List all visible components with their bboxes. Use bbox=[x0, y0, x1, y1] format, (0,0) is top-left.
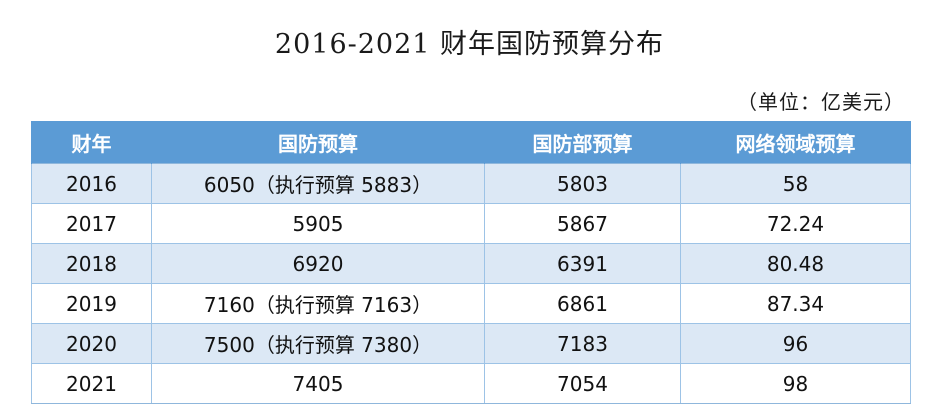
page-title: 2016-2021 财年国防预算分布 bbox=[274, 29, 665, 60]
cell-fiscal-year: 2021 bbox=[31, 363, 152, 404]
cell-dod-budget: 7054 bbox=[484, 363, 681, 404]
cell-dod-budget: 6861 bbox=[484, 283, 681, 324]
cell-dod-budget: 7183 bbox=[484, 323, 681, 364]
header-cyber-budget: 网络领域预算 bbox=[680, 121, 911, 164]
table-row: 2016 6050（执行预算 5883） 5803 58 bbox=[31, 163, 911, 204]
cell-national-defense-budget: 5905 bbox=[151, 203, 485, 244]
cell-dod-budget: 5803 bbox=[484, 163, 681, 204]
cell-fiscal-year: 2017 bbox=[31, 203, 152, 244]
table-row: 2020 7500（执行预算 7380） 7183 96 bbox=[31, 323, 911, 364]
table-row: 2017 5905 5867 72.24 bbox=[31, 203, 911, 244]
cell-fiscal-year: 2020 bbox=[31, 323, 152, 364]
table-row: 2018 6920 6391 80.48 bbox=[31, 243, 911, 284]
cell-national-defense-budget: 7405 bbox=[151, 363, 485, 404]
cell-national-defense-budget: 6920 bbox=[151, 243, 485, 284]
cell-cyber-budget: 98 bbox=[680, 363, 911, 404]
cell-national-defense-budget: 7500（执行预算 7380） bbox=[151, 323, 485, 364]
cell-national-defense-budget: 6050（执行预算 5883） bbox=[151, 163, 485, 204]
header-fiscal-year: 财年 bbox=[31, 121, 152, 164]
header-dod-budget: 国防部预算 bbox=[484, 121, 681, 164]
table-header-row: 财年 国防预算 国防部预算 网络领域预算 bbox=[31, 121, 911, 164]
cell-fiscal-year: 2018 bbox=[31, 243, 152, 284]
cell-dod-budget: 5867 bbox=[484, 203, 681, 244]
table-row: 2019 7160（执行预算 7163） 6861 87.34 bbox=[31, 283, 911, 324]
unit-note: （单位：亿美元） bbox=[737, 90, 905, 114]
cell-cyber-budget: 87.34 bbox=[680, 283, 911, 324]
cell-dod-budget: 6391 bbox=[484, 243, 681, 284]
cell-fiscal-year: 2016 bbox=[31, 163, 152, 204]
cell-national-defense-budget: 7160（执行预算 7163） bbox=[151, 283, 485, 324]
cell-cyber-budget: 80.48 bbox=[680, 243, 911, 284]
table-row: 2021 7405 7054 98 bbox=[31, 363, 911, 404]
cell-cyber-budget: 72.24 bbox=[680, 203, 911, 244]
header-national-defense-budget: 国防预算 bbox=[151, 121, 485, 164]
cell-fiscal-year: 2019 bbox=[31, 283, 152, 324]
budget-table: 财年 国防预算 国防部预算 网络领域预算 2016 6050（执行预算 5883… bbox=[31, 121, 911, 404]
cell-cyber-budget: 58 bbox=[680, 163, 911, 204]
cell-cyber-budget: 96 bbox=[680, 323, 911, 364]
